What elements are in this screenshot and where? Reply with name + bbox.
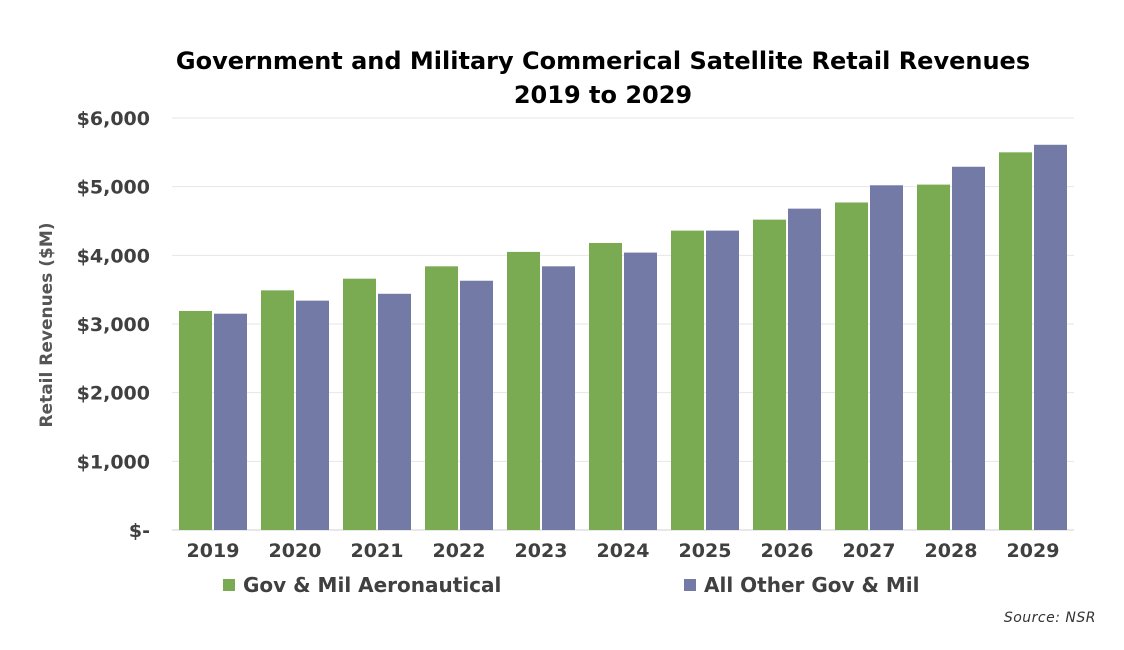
x-tick-label: 2020 xyxy=(269,540,322,562)
source-note: Source: NSR xyxy=(1003,610,1096,626)
bar-gov-mil-aeronautical-2024 xyxy=(589,242,622,530)
x-tick-label: 2023 xyxy=(515,540,568,562)
chart-title: Government and Military Commerical Satel… xyxy=(0,44,1124,112)
x-tick-label: 2021 xyxy=(351,540,404,562)
bar-all-other-gov-mil-2028 xyxy=(952,166,985,530)
legend-item-gov-mil-aeronautical: Gov & Mil Aeronautical xyxy=(223,573,501,597)
bar-gov-mil-aeronautical-2019 xyxy=(179,310,212,530)
bar-all-other-gov-mil-2029 xyxy=(1034,144,1067,530)
bar-all-other-gov-mil-2019 xyxy=(214,313,247,530)
bar-gov-mil-aeronautical-2029 xyxy=(999,152,1032,531)
x-tick-label: 2025 xyxy=(679,540,732,562)
x-tick-label: 2029 xyxy=(1007,540,1060,562)
bar-gov-mil-aeronautical-2023 xyxy=(507,251,540,530)
y-tick-label: $3,000 xyxy=(77,314,150,336)
x-tick-label: 2028 xyxy=(925,540,978,562)
legend-swatch-all-other-gov-mil xyxy=(684,579,696,591)
x-tick-label: 2027 xyxy=(843,540,896,562)
legend-swatch-gov-mil-aeronautical xyxy=(223,579,235,591)
chart-title-line-2: 2019 to 2029 xyxy=(513,81,693,109)
legend: Gov & Mil Aeronautical All Other Gov & M… xyxy=(0,573,1124,601)
chart-title-line-1: Government and Military Commerical Satel… xyxy=(175,47,1031,75)
bar-all-other-gov-mil-2024 xyxy=(624,252,657,530)
bar-gov-mil-aeronautical-2028 xyxy=(917,184,950,530)
legend-label-all-other-gov-mil: All Other Gov & Mil xyxy=(704,573,920,597)
bar-all-other-gov-mil-2022 xyxy=(460,280,493,530)
bar-gov-mil-aeronautical-2021 xyxy=(343,278,376,530)
x-tick-label: 2022 xyxy=(433,540,486,562)
bar-gov-mil-aeronautical-2022 xyxy=(425,266,458,530)
x-tick-label: 2024 xyxy=(597,540,650,562)
y-tick-label: $4,000 xyxy=(77,245,150,267)
x-tick-label: 2026 xyxy=(761,540,814,562)
bar-gov-mil-aeronautical-2027 xyxy=(835,202,868,530)
bar-all-other-gov-mil-2025 xyxy=(706,230,739,530)
y-tick-label: $1,000 xyxy=(77,451,150,473)
y-tick-label: $5,000 xyxy=(77,177,150,199)
bar-all-other-gov-mil-2027 xyxy=(870,185,903,530)
y-tick-label: $2,000 xyxy=(77,383,150,405)
legend-item-all-other-gov-mil: All Other Gov & Mil xyxy=(684,573,920,597)
bar-all-other-gov-mil-2026 xyxy=(788,208,821,530)
bar-all-other-gov-mil-2021 xyxy=(378,293,411,530)
bar-gov-mil-aeronautical-2020 xyxy=(261,290,294,530)
y-tick-label: $6,000 xyxy=(77,108,150,130)
bar-all-other-gov-mil-2023 xyxy=(542,266,575,530)
legend-label-gov-mil-aeronautical: Gov & Mil Aeronautical xyxy=(243,573,502,597)
x-tick-label: 2019 xyxy=(187,540,240,562)
bar-all-other-gov-mil-2020 xyxy=(296,300,329,530)
bar-gov-mil-aeronautical-2026 xyxy=(753,219,786,531)
bar-gov-mil-aeronautical-2025 xyxy=(671,230,704,530)
y-tick-label: $- xyxy=(129,520,150,542)
